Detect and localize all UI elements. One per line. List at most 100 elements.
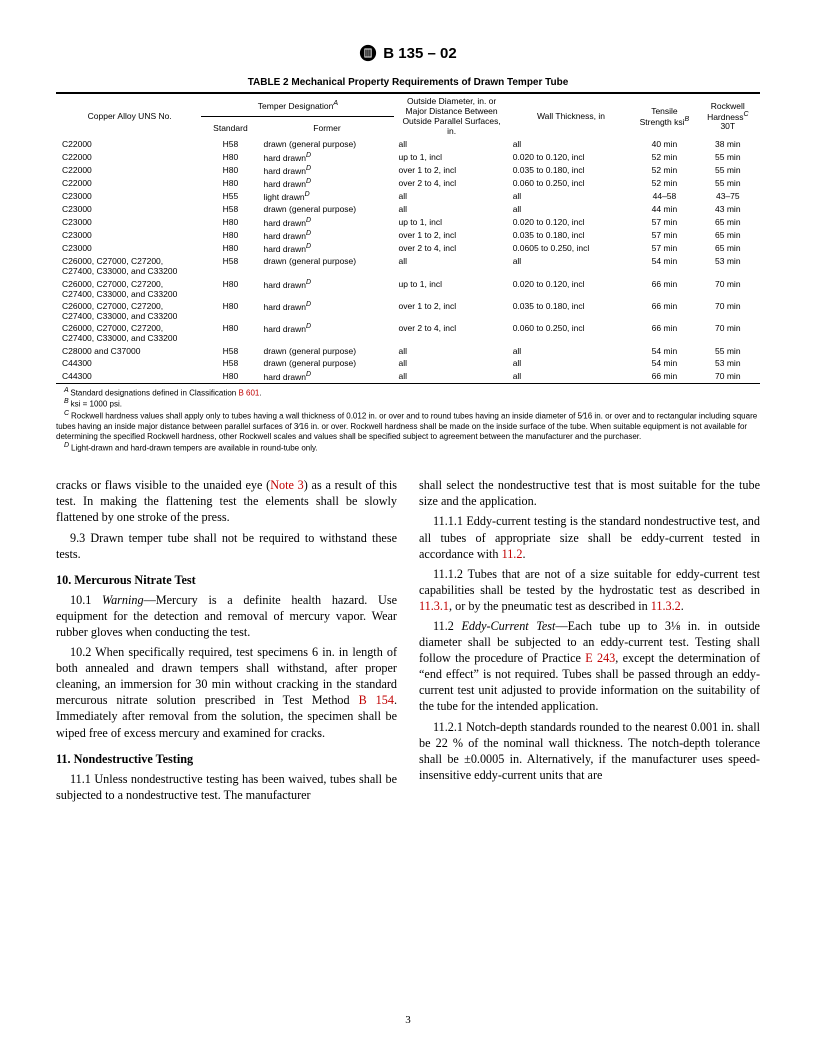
- cell: H80: [201, 164, 259, 177]
- right-column: shall select the nondestructive test tha…: [419, 477, 760, 807]
- doc-number: B 135 – 02: [383, 45, 456, 62]
- cell: 0.0605 to 0.250, incl: [509, 242, 634, 255]
- cell: H80: [201, 322, 259, 344]
- cell: H80: [201, 229, 259, 242]
- cell: C22000: [56, 138, 201, 150]
- cell: H58: [201, 255, 259, 277]
- cell: hard drawnD: [260, 229, 395, 242]
- cell: light drawnD: [260, 190, 395, 203]
- cell: 54 min: [633, 255, 695, 277]
- cell: H55: [201, 190, 259, 203]
- cell: hard drawnD: [260, 164, 395, 177]
- cell: over 2 to 4, incl: [394, 177, 508, 190]
- cell: 65 min: [696, 229, 760, 242]
- cell: drawn (general purpose): [260, 203, 395, 215]
- cell: drawn (general purpose): [260, 255, 395, 277]
- cell: 65 min: [696, 216, 760, 229]
- col-temper-group: Temper DesignationA: [201, 94, 394, 117]
- cell: 0.020 to 0.120, incl: [509, 278, 634, 300]
- para-11-1-cont: shall select the nondestructive test tha…: [419, 477, 760, 509]
- footnote-A: A Standard designations defined in Class…: [56, 387, 760, 399]
- table-row: C26000, C27000, C27200, C27400, C33000, …: [56, 255, 760, 277]
- cell: drawn (general purpose): [260, 138, 395, 150]
- para-9-cont: cracks or flaws visible to the unaided e…: [56, 477, 397, 525]
- cell: H58: [201, 138, 259, 150]
- cell: H58: [201, 357, 259, 369]
- cell: drawn (general purpose): [260, 357, 395, 369]
- table-row: C26000, C27000, C27200, C27400, C33000, …: [56, 300, 760, 322]
- cell: 44–58: [633, 190, 695, 203]
- table-row: C44300H58drawn (general purpose)allall54…: [56, 357, 760, 369]
- col-alloy: Copper Alloy UNS No.: [56, 94, 201, 138]
- cell: hard drawnD: [260, 322, 395, 344]
- cell: 66 min: [633, 300, 695, 322]
- cell: all: [509, 357, 634, 369]
- cell: 0.020 to 0.120, incl: [509, 216, 634, 229]
- cell: H58: [201, 203, 259, 215]
- cell: C44300: [56, 357, 201, 369]
- cell: 65 min: [696, 242, 760, 255]
- body-columns: cracks or flaws visible to the unaided e…: [56, 477, 760, 807]
- cell: 70 min: [696, 369, 760, 382]
- cell: 55 min: [696, 345, 760, 357]
- cell: 55 min: [696, 177, 760, 190]
- cell: 0.035 to 0.180, incl: [509, 229, 634, 242]
- cell: C22000: [56, 150, 201, 163]
- table-row: C23000H80hard drawnDup to 1, incl0.020 t…: [56, 216, 760, 229]
- table-2: Copper Alloy UNS No. Temper DesignationA…: [56, 92, 760, 384]
- cell: 70 min: [696, 278, 760, 300]
- cell: C28000 and C37000: [56, 345, 201, 357]
- cell: 52 min: [633, 150, 695, 163]
- left-column: cracks or flaws visible to the unaided e…: [56, 477, 397, 807]
- para-10-1: 10.1 Warning—Mercury is a definite healt…: [56, 592, 397, 640]
- table-row: C22000H80hard drawnDover 2 to 4, incl0.0…: [56, 177, 760, 190]
- cell: C22000: [56, 164, 201, 177]
- cell: hard drawnD: [260, 278, 395, 300]
- cell: C23000: [56, 229, 201, 242]
- col-ts: Tensile Strength ksiB: [633, 94, 695, 138]
- cell: H80: [201, 216, 259, 229]
- para-11-1: 11.1 Unless nondestructive testing has b…: [56, 771, 397, 803]
- cell: all: [509, 203, 634, 215]
- cell: C23000: [56, 242, 201, 255]
- cell: hard drawnD: [260, 177, 395, 190]
- para-11-2: 11.2 Eddy-Current Test—Each tube up to 3…: [419, 618, 760, 715]
- table-row: C23000H55light drawnDallall44–5843–75: [56, 190, 760, 203]
- cell: H80: [201, 177, 259, 190]
- para-11-1-2: 11.1.2 Tubes that are not of a size suit…: [419, 566, 760, 614]
- cell: 38 min: [696, 138, 760, 150]
- cell: 66 min: [633, 369, 695, 382]
- cell: C44300: [56, 369, 201, 382]
- cell: C26000, C27000, C27200, C27400, C33000, …: [56, 322, 201, 344]
- cell: 54 min: [633, 357, 695, 369]
- cell: all: [509, 345, 634, 357]
- cell: hard drawnD: [260, 150, 395, 163]
- cell: C23000: [56, 203, 201, 215]
- astm-logo-icon: [359, 44, 377, 62]
- cell: 57 min: [633, 229, 695, 242]
- cell: up to 1, incl: [394, 278, 508, 300]
- cell: hard drawnD: [260, 300, 395, 322]
- table-row: C44300H80hard drawnDallall66 min70 min: [56, 369, 760, 382]
- cell: 0.060 to 0.250, incl: [509, 177, 634, 190]
- cell: all: [394, 203, 508, 215]
- para-10-2: 10.2 When specifically required, test sp…: [56, 644, 397, 741]
- cell: over 1 to 2, incl: [394, 300, 508, 322]
- cell: C23000: [56, 216, 201, 229]
- table-row: C23000H80hard drawnDover 1 to 2, incl0.0…: [56, 229, 760, 242]
- cell: all: [394, 345, 508, 357]
- cell: 44 min: [633, 203, 695, 215]
- cell: 53 min: [696, 255, 760, 277]
- cell: 55 min: [696, 164, 760, 177]
- cell: H80: [201, 300, 259, 322]
- col-wall: Wall Thickness, in: [509, 94, 634, 138]
- heading-10: 10. Mercurous Nitrate Test: [56, 572, 397, 588]
- cell: 70 min: [696, 300, 760, 322]
- cell: up to 1, incl: [394, 150, 508, 163]
- cell: H80: [201, 278, 259, 300]
- cell: all: [509, 255, 634, 277]
- cell: 55 min: [696, 150, 760, 163]
- doc-header: B 135 – 02: [56, 44, 760, 67]
- cell: drawn (general purpose): [260, 345, 395, 357]
- cell: C26000, C27000, C27200, C27400, C33000, …: [56, 255, 201, 277]
